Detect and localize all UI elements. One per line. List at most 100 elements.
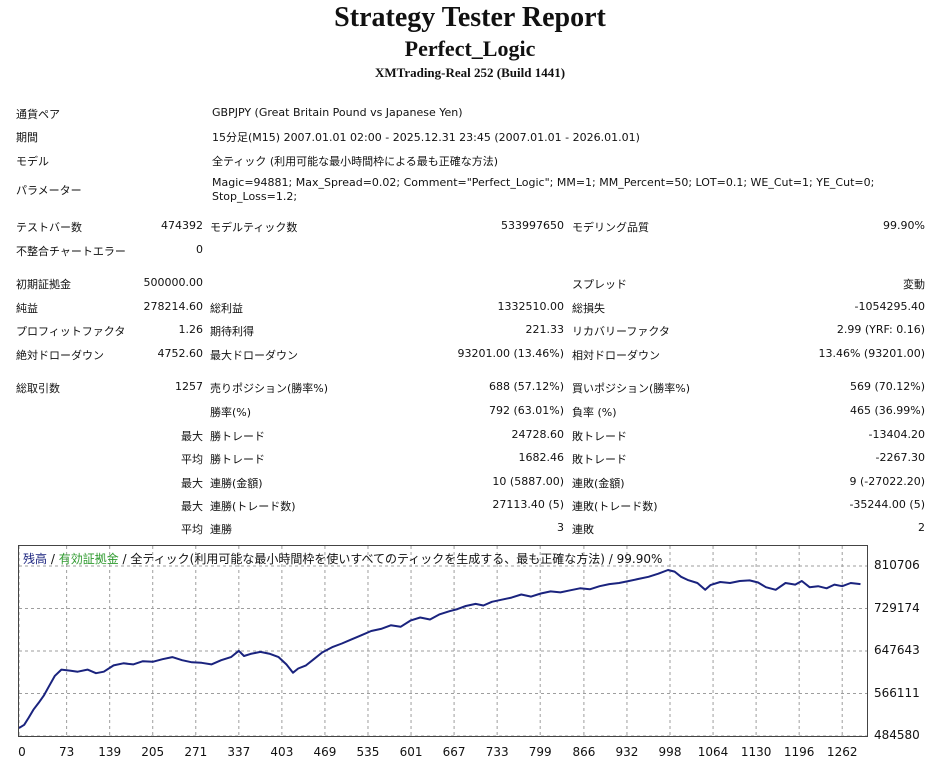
legend-sep-2: / [118,552,131,566]
max-win-label: 勝トレード [210,430,265,443]
x-tick-label: 469 [313,745,337,759]
loss-value: 465 (36.99%) [849,404,925,417]
max-word-2: 最大 [181,477,203,490]
trades-value: 1257 [175,380,203,393]
period-value: 15分足(M15) 2007.01.01 02:00 - 2025.12.31 … [212,131,640,144]
gross-loss-label: 総損失 [572,302,605,315]
y-tick-label: 484580 [874,728,920,742]
avg-win-label: 勝トレード [210,453,265,466]
x-tick-label: 1262 [826,745,858,759]
avg-cons-loss-value: 2 [918,521,925,534]
max-win-value: 24728.60 [511,428,565,441]
x-tick-label: 271 [184,745,208,759]
max-dd-label: 最大ドローダウン [210,349,298,362]
win-value: 792 (63.01%) [488,404,564,417]
x-tick-label: 205 [141,745,165,759]
errors-label: 不整合チャートエラー [16,245,126,258]
net-label: 純益 [16,302,38,315]
x-tick-label: 535 [356,745,380,759]
long-label: 買いポジション(勝率%) [572,382,691,395]
x-tick-label: 1130 [740,745,772,759]
chart-canvas [19,546,867,736]
x-tick-label: 1196 [783,745,815,759]
pf-label: プロフィットファクタ [16,325,126,338]
abs-dd-value: 4752.60 [157,347,204,360]
x-tick-label: 139 [98,745,122,759]
cons-win-trades-label: 連勝(トレード数) [210,500,296,513]
avg-word-2: 平均 [181,523,203,536]
x-tick-label: 1064 [697,745,729,759]
payoff-label: 期待利得 [210,325,254,338]
deposit-label: 初期証拠金 [16,278,71,291]
abs-dd-label: 絶対ドローダウン [16,349,104,362]
x-tick-label: 601 [399,745,423,759]
cons-loss-trades-value: -35244.00 (5) [849,498,925,511]
x-tick-label: 932 [615,745,639,759]
spread-value: 変動 [903,278,925,291]
server-build: XMTrading-Real 252 (Build 1441) [374,65,566,80]
cons-loss-money-label: 連敗(金額) [572,477,625,490]
max-loss-value: -13404.20 [868,428,925,441]
avg-loss-label: 敗トレード [572,453,627,466]
cons-loss-trades-label: 連敗(トレード数) [572,500,658,513]
rel-dd-value: 13.46% (93201.00) [818,347,925,360]
ticks-label: モデルティック数 [210,221,298,234]
spread-label: スプレッド [572,278,627,291]
loss-label: 負率 (%) [572,406,617,419]
long-value: 569 (70.12%) [849,380,925,393]
x-tick-label: 733 [485,745,509,759]
params-line2: Stop_Loss=1.2; [212,190,298,203]
x-tick-label: 403 [270,745,294,759]
payoff-value: 221.33 [525,323,565,336]
y-tick-label: 566111 [874,685,920,700]
x-tick-label: 998 [658,745,682,759]
net-value: 278214.60 [143,300,204,313]
model-value: 全ティック (利用可能な最小時間枠による最も正確な方法) [212,155,499,168]
params-line1: Magic=94881; Max_Spread=0.02; Comment="P… [212,176,875,189]
symbol-label: 通貨ペア [16,108,60,121]
legend-model: 全ティック(利用可能な最小時間枠を使いすべてのティックを生成する、最も正確な方法… [130,552,663,566]
avg-cons-loss-label: 連敗 [572,523,594,536]
params-label: パラメーター [16,184,82,197]
quality-label: モデリング品質 [572,221,649,234]
avg-word: 平均 [181,453,203,466]
legend-balance: 残高 [23,552,48,566]
avg-loss-value: -2267.30 [875,451,925,464]
ticks-value: 533997650 [501,219,564,232]
y-tick-label: 647643 [874,643,920,657]
x-tick-label: 866 [572,745,596,759]
x-tick-label: 667 [442,745,466,759]
cons-win-trades-value: 27113.40 (5) [492,498,564,511]
gross-profit-label: 総利益 [210,302,243,315]
y-tick-label: 810706 [874,558,920,572]
period-label: 期間 [16,131,38,144]
errors-value: 0 [196,243,203,256]
balance-chart: 残高 / 有効証拠金 / 全ティック(利用可能な最小時間枠を使いすべてのティック… [18,545,868,737]
win-label: 勝率(%) [210,406,252,419]
cons-win-money-label: 連勝(金額) [210,477,263,490]
report-title: Strategy Tester Report [334,2,606,33]
max-loss-label: 敗トレード [572,430,627,443]
rel-dd-label: 相対ドローダウン [572,349,660,362]
short-value: 688 (57.12%) [488,380,564,393]
x-tick-label: 337 [227,745,251,759]
recovery-value: 2.99 (YRF: 0.16) [836,323,925,336]
symbol-value: GBPJPY (Great Britain Pound vs Japanese … [212,106,463,119]
short-label: 売りポジション(勝率%) [210,382,329,395]
cons-loss-money-value: 9 (-27022.20) [849,475,925,488]
bars-value: 474392 [161,219,203,232]
series-line-balance [19,569,861,729]
cons-win-money-value: 10 (5887.00) [492,475,564,488]
bars-label: テストバー数 [16,221,82,234]
deposit-value: 500000.00 [143,276,204,289]
pf-value: 1.26 [178,323,204,336]
x-tick-label: 0 [18,745,26,759]
recovery-label: リカバリーファクタ [572,325,670,338]
avg-win-value: 1682.46 [518,451,565,464]
avg-cons-win-label: 連勝 [210,523,232,536]
gross-profit-value: 1332510.00 [497,300,564,313]
ea-name: Perfect_Logic [404,36,536,61]
max-dd-value: 93201.00 (13.46%) [457,347,564,360]
chart-legend: 残高 / 有効証拠金 / 全ティック(利用可能な最小時間枠を使いすべてのティック… [23,550,662,567]
model-label: モデル [16,155,49,168]
